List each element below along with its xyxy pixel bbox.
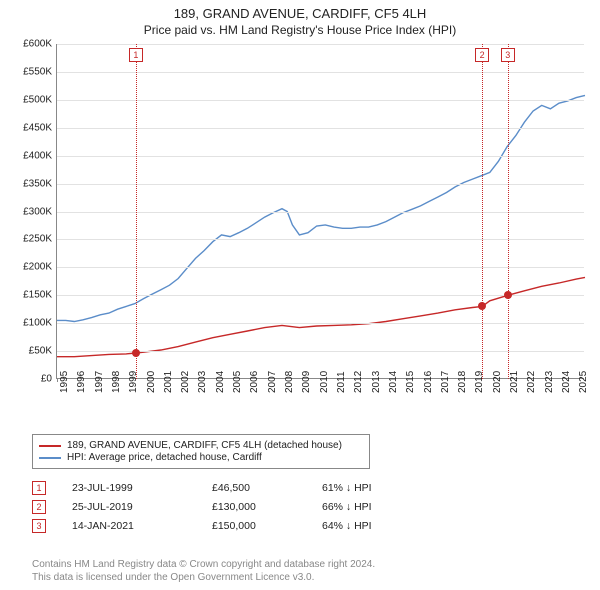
footer-line1: Contains HM Land Registry data © Crown c… <box>32 558 568 571</box>
sale-price: £150,000 <box>212 520 322 532</box>
y-tick-label: £400K <box>23 150 52 161</box>
y-tick-label: £350K <box>23 178 52 189</box>
x-tick-label: 2008 <box>284 371 295 393</box>
sale-marker: 1 <box>32 481 46 495</box>
x-tick-label: 2022 <box>526 371 537 393</box>
x-tick-label: 2014 <box>388 371 399 393</box>
sale-row: 2 25-JUL-2019£130,00066% ↓ HPI <box>32 500 568 514</box>
x-tick-label: 2024 <box>561 371 572 393</box>
x-tick-label: 2017 <box>440 371 451 393</box>
sale-row: 1 23-JUL-1999£46,50061% ↓ HPI <box>32 481 568 495</box>
sale-marker: 3 <box>32 519 46 533</box>
y-tick-label: £450K <box>23 122 52 133</box>
legend-row-price-paid: 189, GRAND AVENUE, CARDIFF, CF5 4LH (det… <box>39 440 363 451</box>
event-marker: 1 <box>129 48 143 62</box>
x-tick-label: 2002 <box>180 371 191 393</box>
x-tick-label: 1999 <box>128 371 139 393</box>
chart-container: 189, GRAND AVENUE, CARDIFF, CF5 4LH Pric… <box>0 0 600 590</box>
x-tick-label: 2004 <box>215 371 226 393</box>
x-tick-label: 2001 <box>163 371 174 393</box>
legend-swatch-hpi <box>39 457 61 459</box>
y-tick-label: £500K <box>23 94 52 105</box>
x-tick-label: 2010 <box>319 371 330 393</box>
sale-price: £46,500 <box>212 482 322 494</box>
sales-list: 1 23-JUL-1999£46,50061% ↓ HPI 2 25-JUL-2019… <box>32 476 568 538</box>
x-tick-label: 1997 <box>94 371 105 393</box>
sale-hpi: 61% ↓ HPI <box>322 482 568 494</box>
x-tick-label: 2009 <box>301 371 312 393</box>
title-main: 189, GRAND AVENUE, CARDIFF, CF5 4LH <box>0 6 600 21</box>
y-tick-label: £300K <box>23 206 52 217</box>
y-tick-label: £100K <box>23 318 52 329</box>
x-tick-label: 2012 <box>353 371 364 393</box>
sale-date: 23-JUL-1999 <box>72 482 212 494</box>
y-tick-label: £250K <box>23 234 52 245</box>
sale-row: 3 14-JAN-2021£150,00064% ↓ HPI <box>32 519 568 533</box>
y-tick-label: £200K <box>23 262 52 273</box>
x-tick-label: 2021 <box>509 371 520 393</box>
chart-wrap: £0 £50K £100K £150K £200K £250K £300K £350K £400… <box>8 44 592 424</box>
x-tick-label: 2020 <box>492 371 503 393</box>
sale-date: 25-JUL-2019 <box>72 501 212 513</box>
x-tick-label: 2006 <box>249 371 260 393</box>
event-line <box>482 44 483 379</box>
title-sub: Price paid vs. HM Land Registry's House … <box>0 23 600 37</box>
event-line <box>508 44 509 379</box>
sale-date: 14-JAN-2021 <box>72 520 212 532</box>
x-tick-label: 2007 <box>267 371 278 393</box>
title-block: 189, GRAND AVENUE, CARDIFF, CF5 4LH Pric… <box>0 0 600 37</box>
y-tick-label: £150K <box>23 290 52 301</box>
x-tick-label: 2013 <box>371 371 382 393</box>
legend: 189, GRAND AVENUE, CARDIFF, CF5 4LH (det… <box>32 434 370 469</box>
legend-swatch-price-paid <box>39 445 61 447</box>
x-tick-label: 2019 <box>474 371 485 393</box>
sale-hpi: 66% ↓ HPI <box>322 501 568 513</box>
x-tick-label: 2011 <box>336 371 347 393</box>
legend-row-hpi: HPI: Average price, detached house, Card… <box>39 452 363 463</box>
x-tick-label: 2025 <box>578 371 589 393</box>
event-marker: 3 <box>501 48 515 62</box>
sale-point <box>478 302 486 310</box>
plot-area: 1 23 <box>56 44 584 379</box>
event-line <box>136 44 137 379</box>
y-tick-label: £600K <box>23 39 52 50</box>
legend-label-hpi: HPI: Average price, detached house, Card… <box>67 452 262 463</box>
sale-marker: 2 <box>32 500 46 514</box>
y-tick-label: £50K <box>29 346 52 357</box>
x-tick-label: 1996 <box>76 371 87 393</box>
x-tick-label: 2003 <box>197 371 208 393</box>
x-tick-label: 2016 <box>423 371 434 393</box>
sale-hpi: 64% ↓ HPI <box>322 520 568 532</box>
x-tick-label: 2023 <box>544 371 555 393</box>
y-tick-label: £0 <box>41 374 52 385</box>
footer-line2: This data is licensed under the Open Gov… <box>32 571 568 584</box>
x-tick-label: 2000 <box>146 371 157 393</box>
y-tick-label: £550K <box>23 66 52 77</box>
x-tick-label: 2005 <box>232 371 243 393</box>
x-tick-label: 1995 <box>59 371 70 393</box>
x-tick-label: 1998 <box>111 371 122 393</box>
event-marker: 2 <box>475 48 489 62</box>
sale-point <box>504 291 512 299</box>
legend-label-price-paid: 189, GRAND AVENUE, CARDIFF, CF5 4LH (det… <box>67 440 342 451</box>
sale-price: £130,000 <box>212 501 322 513</box>
x-tick-label: 2015 <box>405 371 416 393</box>
footer: Contains HM Land Registry data © Crown c… <box>32 558 568 584</box>
x-tick-label: 2018 <box>457 371 468 393</box>
sale-point <box>132 349 140 357</box>
